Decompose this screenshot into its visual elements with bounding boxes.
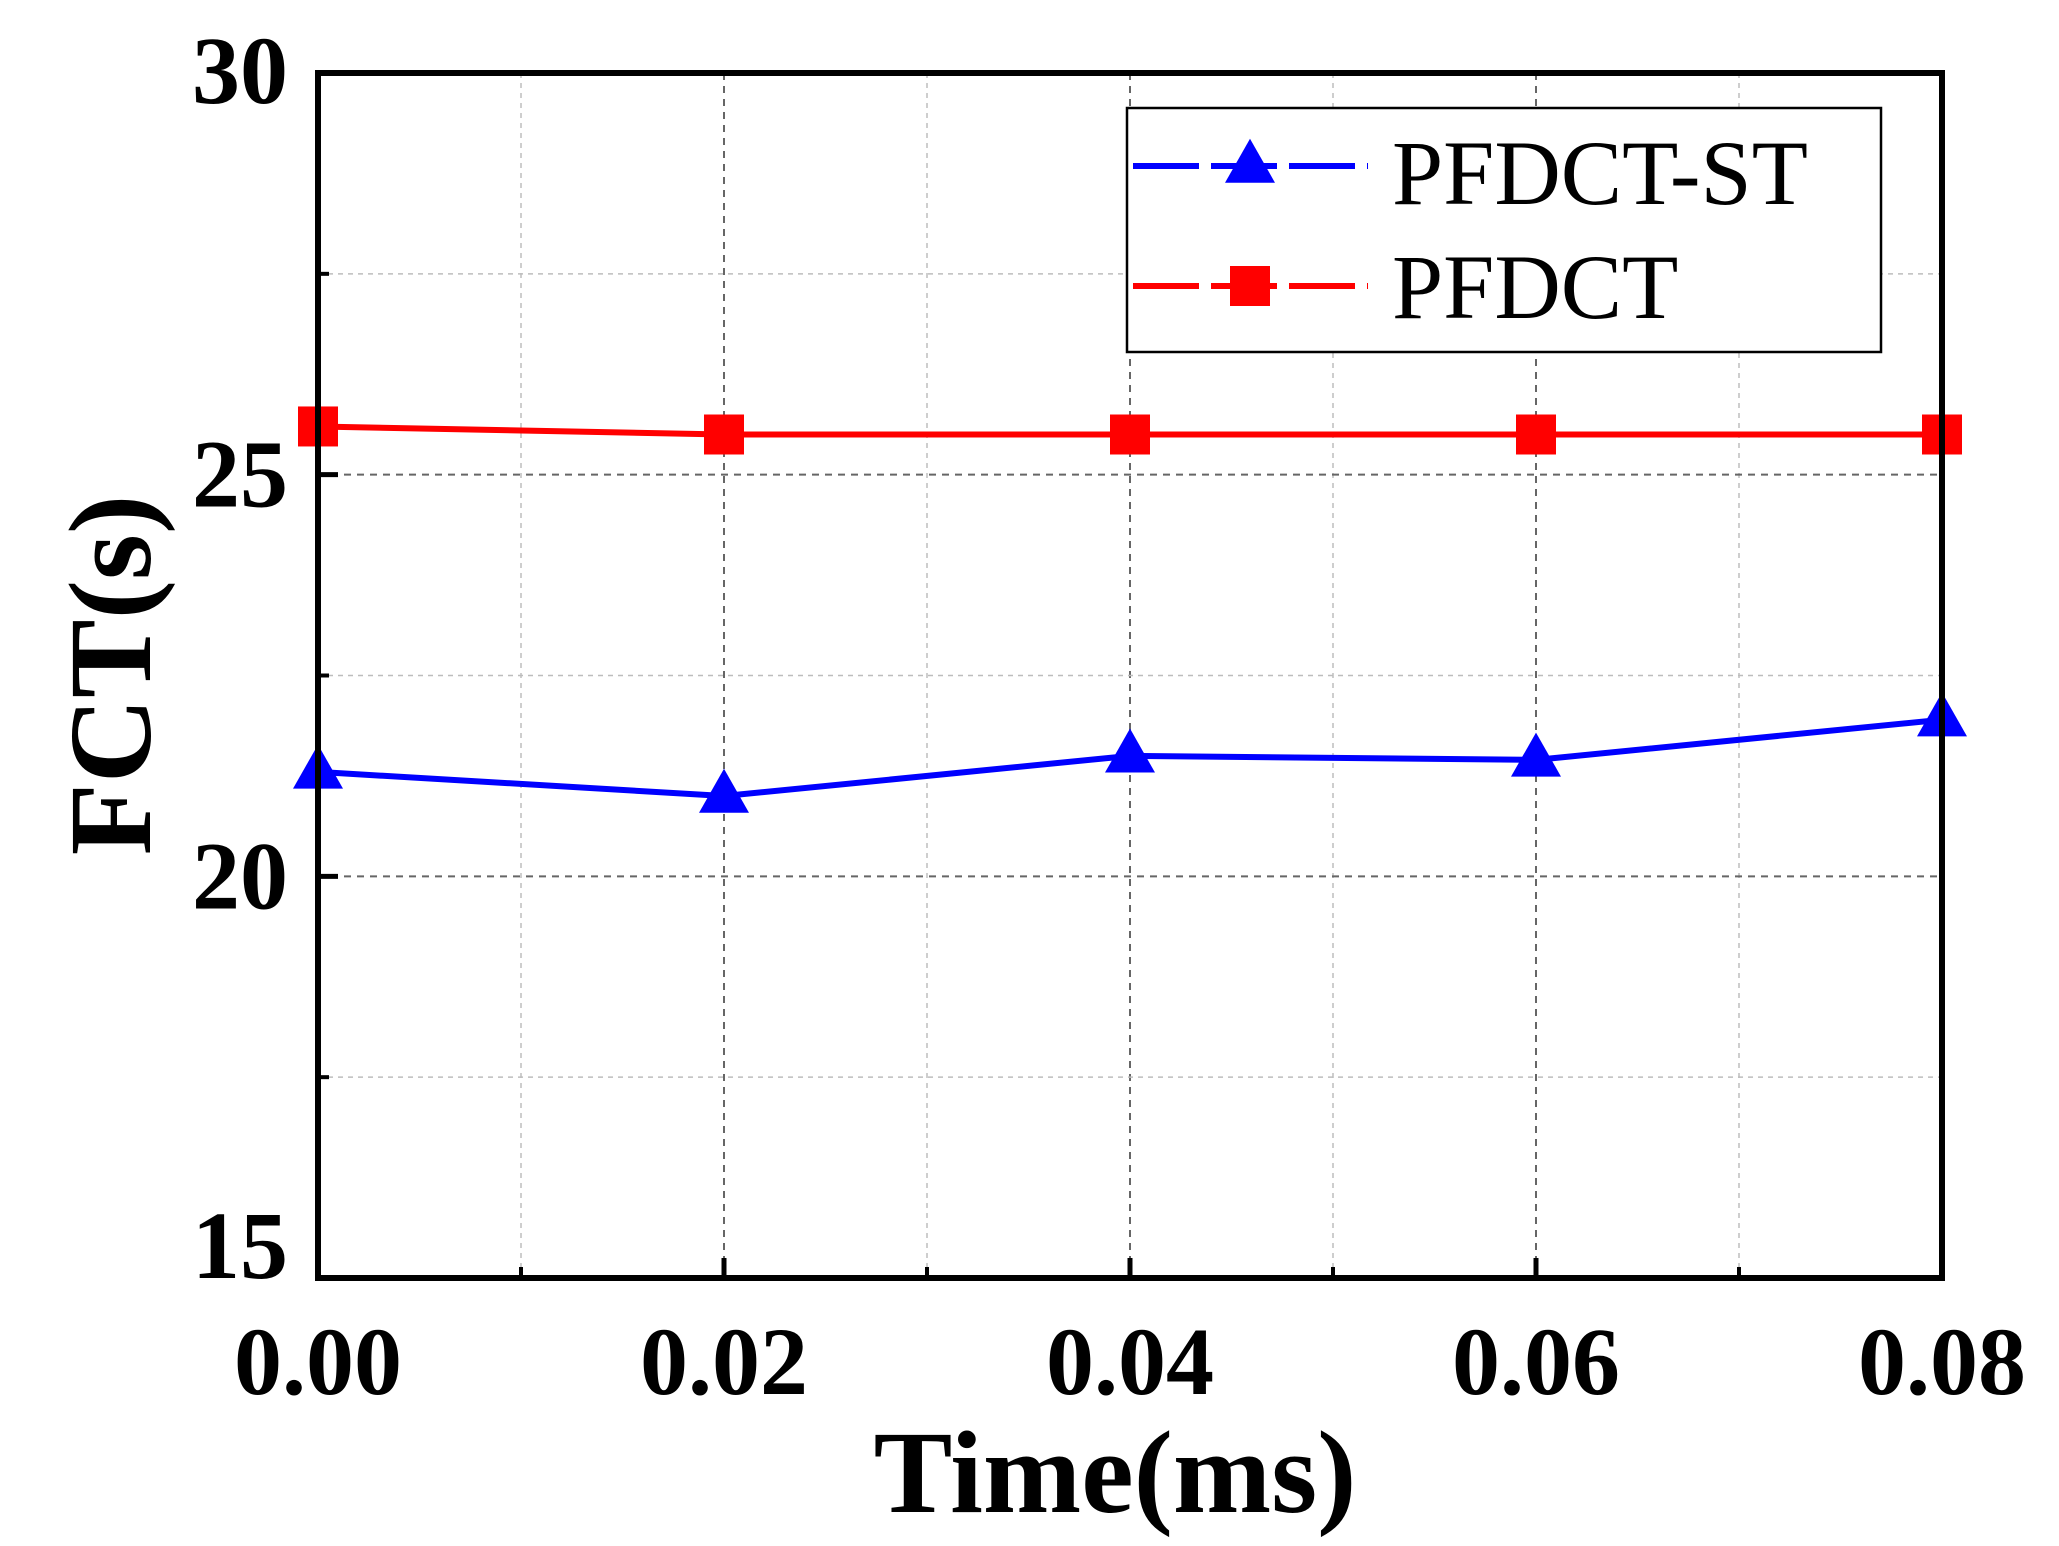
tick-labels: 0.00 0.02 0.04 0.06 0.08 15 20 25 30 (192, 17, 2026, 1415)
series-pfdct (298, 406, 1962, 455)
data-point (1110, 414, 1150, 455)
legend-marker (1225, 138, 1275, 183)
x-tick-label: 0.04 (1046, 1308, 1214, 1415)
y-tick-label: 20 (192, 822, 288, 929)
data-point (704, 414, 744, 455)
data-point (1511, 732, 1561, 777)
legend-marker (1230, 266, 1270, 306)
y-axis-title: FCT(s) (45, 495, 176, 856)
y-tick-label: 15 (192, 1192, 288, 1299)
data-point (1105, 728, 1155, 773)
y-tick-label: 30 (192, 17, 288, 124)
x-tick-label: 0.00 (234, 1308, 402, 1415)
legend-label-pfdct: PFDCT (1392, 236, 1678, 338)
x-tick-label: 0.06 (1452, 1308, 1620, 1415)
legend-sample-pfdct (1133, 266, 1368, 306)
legend-label-pfdct-st: PFDCT-ST (1392, 122, 1808, 224)
axis-ticks (315, 70, 1945, 1281)
x-tick-label: 0.08 (1858, 1308, 2026, 1415)
x-tick-label: 0.02 (640, 1308, 808, 1415)
y-tick-label: 25 (192, 421, 288, 528)
data-point (699, 768, 749, 813)
legend: PFDCT-ST PFDCT (1125, 106, 1883, 354)
legend-sample-pfdct-st (1133, 138, 1368, 183)
x-axis-title: Time(ms) (874, 1407, 1357, 1538)
data-point (1516, 414, 1556, 455)
